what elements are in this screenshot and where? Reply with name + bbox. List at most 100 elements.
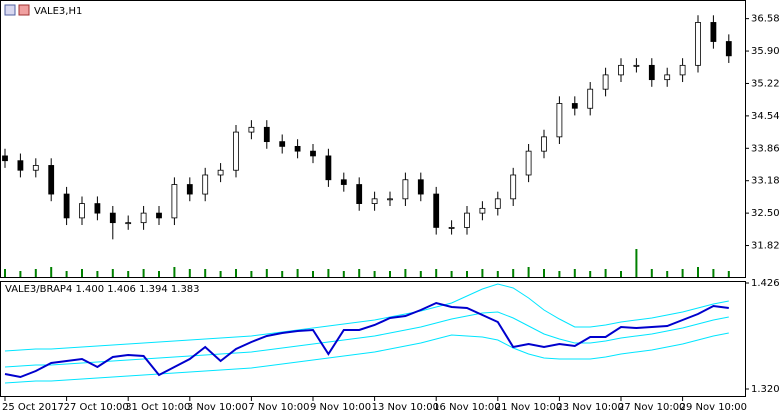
volume-bar bbox=[635, 249, 638, 277]
volume-bar bbox=[373, 271, 376, 277]
volume-bar bbox=[204, 269, 207, 277]
y-tick-label: 33.86 bbox=[751, 143, 780, 154]
y-tick-label: 35.90 bbox=[751, 46, 780, 57]
indicator-line bbox=[4, 301, 729, 379]
candle-body bbox=[17, 160, 24, 171]
volume-bar bbox=[389, 271, 391, 277]
x-tick-label: 9 Nov 10:00 bbox=[310, 402, 371, 413]
y-tick-label: 31.82 bbox=[751, 241, 780, 252]
x-tick-label: 23 Nov 10:00 bbox=[556, 402, 623, 413]
volume-bar bbox=[450, 271, 453, 277]
volume-bar bbox=[111, 269, 114, 277]
candle-body bbox=[464, 212, 470, 228]
candle-body bbox=[2, 155, 8, 162]
candle-body bbox=[602, 74, 609, 90]
x-tick-label: 3 Nov 10:00 bbox=[187, 402, 248, 413]
volume-bar bbox=[219, 271, 222, 277]
candle-body bbox=[109, 212, 116, 224]
candle-body bbox=[695, 22, 701, 66]
volume-bar bbox=[50, 267, 53, 277]
volume-bar bbox=[65, 271, 68, 277]
candle-body bbox=[279, 141, 286, 147]
indicator-line bbox=[4, 283, 729, 352]
y-tick-label: 36.58 bbox=[751, 14, 780, 25]
candle-body bbox=[479, 207, 486, 214]
volume-bar bbox=[342, 271, 345, 277]
price-panel-frame bbox=[0, 0, 746, 278]
volume-bar bbox=[589, 271, 592, 277]
candle-body bbox=[94, 203, 101, 214]
candle-body bbox=[387, 198, 393, 201]
candle-body bbox=[125, 222, 132, 225]
window-icon[interactable] bbox=[4, 4, 16, 16]
candle-body bbox=[156, 212, 162, 219]
candle-body bbox=[571, 103, 578, 109]
x-tick-label: 29 Nov 10:00 bbox=[680, 402, 747, 413]
volume-bar bbox=[235, 269, 237, 277]
candle-body bbox=[710, 22, 717, 42]
x-tick-label: 16 Nov 10:00 bbox=[433, 402, 500, 413]
volume-bar bbox=[512, 269, 515, 277]
candle-body bbox=[79, 203, 85, 219]
x-tick-label: 13 Nov 10:00 bbox=[372, 402, 439, 413]
volume-bar bbox=[19, 271, 22, 277]
volume-bar bbox=[34, 269, 37, 277]
volume-bar bbox=[650, 269, 653, 277]
volume-bar bbox=[358, 269, 361, 277]
candle-body bbox=[186, 184, 193, 195]
volume-bar bbox=[404, 269, 407, 277]
volume-bar bbox=[697, 267, 699, 277]
y-tick-label: 33.18 bbox=[751, 176, 780, 187]
candle-body bbox=[171, 184, 178, 219]
volume-bar bbox=[527, 267, 530, 277]
volume-bar bbox=[481, 269, 484, 277]
candle-body bbox=[587, 88, 594, 109]
candle-body bbox=[541, 136, 547, 152]
volume-bar bbox=[604, 269, 607, 277]
volume-bar bbox=[173, 267, 176, 277]
indicator-panel-frame bbox=[0, 281, 746, 397]
candle-body bbox=[32, 165, 39, 171]
volume-bar bbox=[188, 269, 191, 277]
chart-title: VALE3,H1 bbox=[34, 6, 82, 17]
indicator-line bbox=[4, 311, 729, 368]
candle-body bbox=[664, 74, 671, 81]
volume-bar bbox=[466, 271, 468, 277]
candle-body bbox=[340, 179, 347, 185]
candle-body bbox=[494, 198, 501, 209]
candle-body bbox=[63, 193, 70, 219]
candle-body bbox=[448, 227, 455, 229]
candle-body bbox=[310, 150, 316, 157]
candle-body bbox=[263, 126, 270, 143]
y-tick-label: 35.22 bbox=[751, 78, 780, 89]
x-tick-label: 31 Oct 10:00 bbox=[125, 402, 190, 413]
y-tick-label: 1.426 bbox=[751, 278, 780, 289]
candle-body bbox=[233, 131, 239, 171]
candle-body bbox=[433, 193, 440, 228]
volume-bar bbox=[435, 269, 438, 277]
volume-bar bbox=[96, 271, 99, 277]
y-tick-label: 34.54 bbox=[751, 111, 780, 122]
volume-bar bbox=[666, 271, 669, 277]
candle-body bbox=[48, 165, 55, 195]
volume-bar bbox=[312, 271, 314, 277]
x-tick-label: 27 Nov 10:00 bbox=[618, 402, 685, 413]
x-tick-label: 25 Oct 2017 bbox=[2, 402, 64, 413]
volume-bar bbox=[573, 269, 576, 277]
candle-body bbox=[202, 174, 209, 195]
y-tick-label: 32.50 bbox=[751, 208, 780, 219]
candle-body bbox=[248, 126, 255, 133]
volume-bar bbox=[419, 271, 422, 277]
volume-bar bbox=[4, 269, 6, 277]
candle-body bbox=[725, 41, 732, 57]
candle-body bbox=[525, 150, 532, 176]
x-tick-label: 21 Nov 10:00 bbox=[495, 402, 562, 413]
candle-body bbox=[140, 212, 147, 224]
candle-body bbox=[618, 64, 624, 76]
candle-body bbox=[325, 155, 332, 181]
candle-body bbox=[417, 179, 424, 195]
chart-icon[interactable] bbox=[18, 4, 30, 16]
volume-bar bbox=[620, 271, 622, 277]
candle-body bbox=[217, 169, 224, 176]
